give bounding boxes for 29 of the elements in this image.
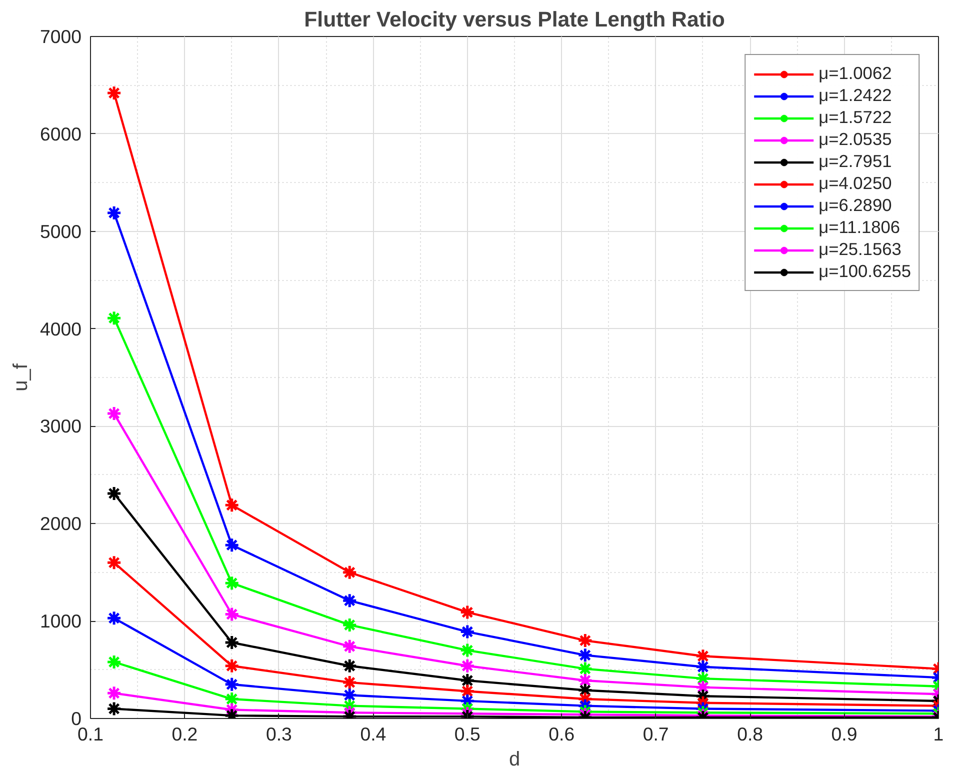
x-tick-label: 1: [933, 724, 944, 744]
y-tick-label: 4000: [40, 318, 82, 340]
x-tick-label: 0.5: [454, 724, 480, 744]
y-tick-label: 3000: [40, 416, 82, 437]
x-tick-label: 0.3: [266, 724, 292, 744]
legend-label: μ=25.1563: [818, 239, 902, 260]
legend-label: μ=2.7951: [818, 151, 892, 172]
x-tick-label: 0.2: [172, 724, 198, 744]
y-axis-title: u_f: [10, 363, 32, 392]
legend-label: μ=2.0535: [818, 129, 892, 150]
x-tick-label: 0.9: [831, 724, 858, 744]
legend-label: μ=11.1806: [818, 217, 900, 238]
y-tick-label: 2000: [40, 513, 82, 534]
y-tick-label: 6000: [40, 123, 82, 144]
legend-label: μ=4.0250: [818, 173, 892, 194]
y-tick-label: 7000: [40, 26, 82, 47]
x-tick-label: 0.4: [360, 724, 386, 744]
x-tick-label: 0.6: [548, 724, 575, 744]
legend-label: μ=6.2890: [818, 195, 892, 216]
y-tick-label: 1000: [40, 610, 82, 632]
y-tick-label: 5000: [40, 220, 82, 242]
chart-title: Flutter Velocity versus Plate Length Ratio: [304, 8, 725, 32]
x-tick-label: 0.7: [642, 724, 669, 744]
x-tick-label: 0.8: [737, 724, 764, 744]
legend-label: μ=1.5722: [818, 107, 892, 128]
legend-label: μ=1.2422: [818, 85, 892, 106]
legend-label: μ=1.0062: [818, 63, 892, 84]
legend-label: μ=100.6255: [818, 261, 911, 282]
x-axis-title: d: [508, 748, 520, 770]
